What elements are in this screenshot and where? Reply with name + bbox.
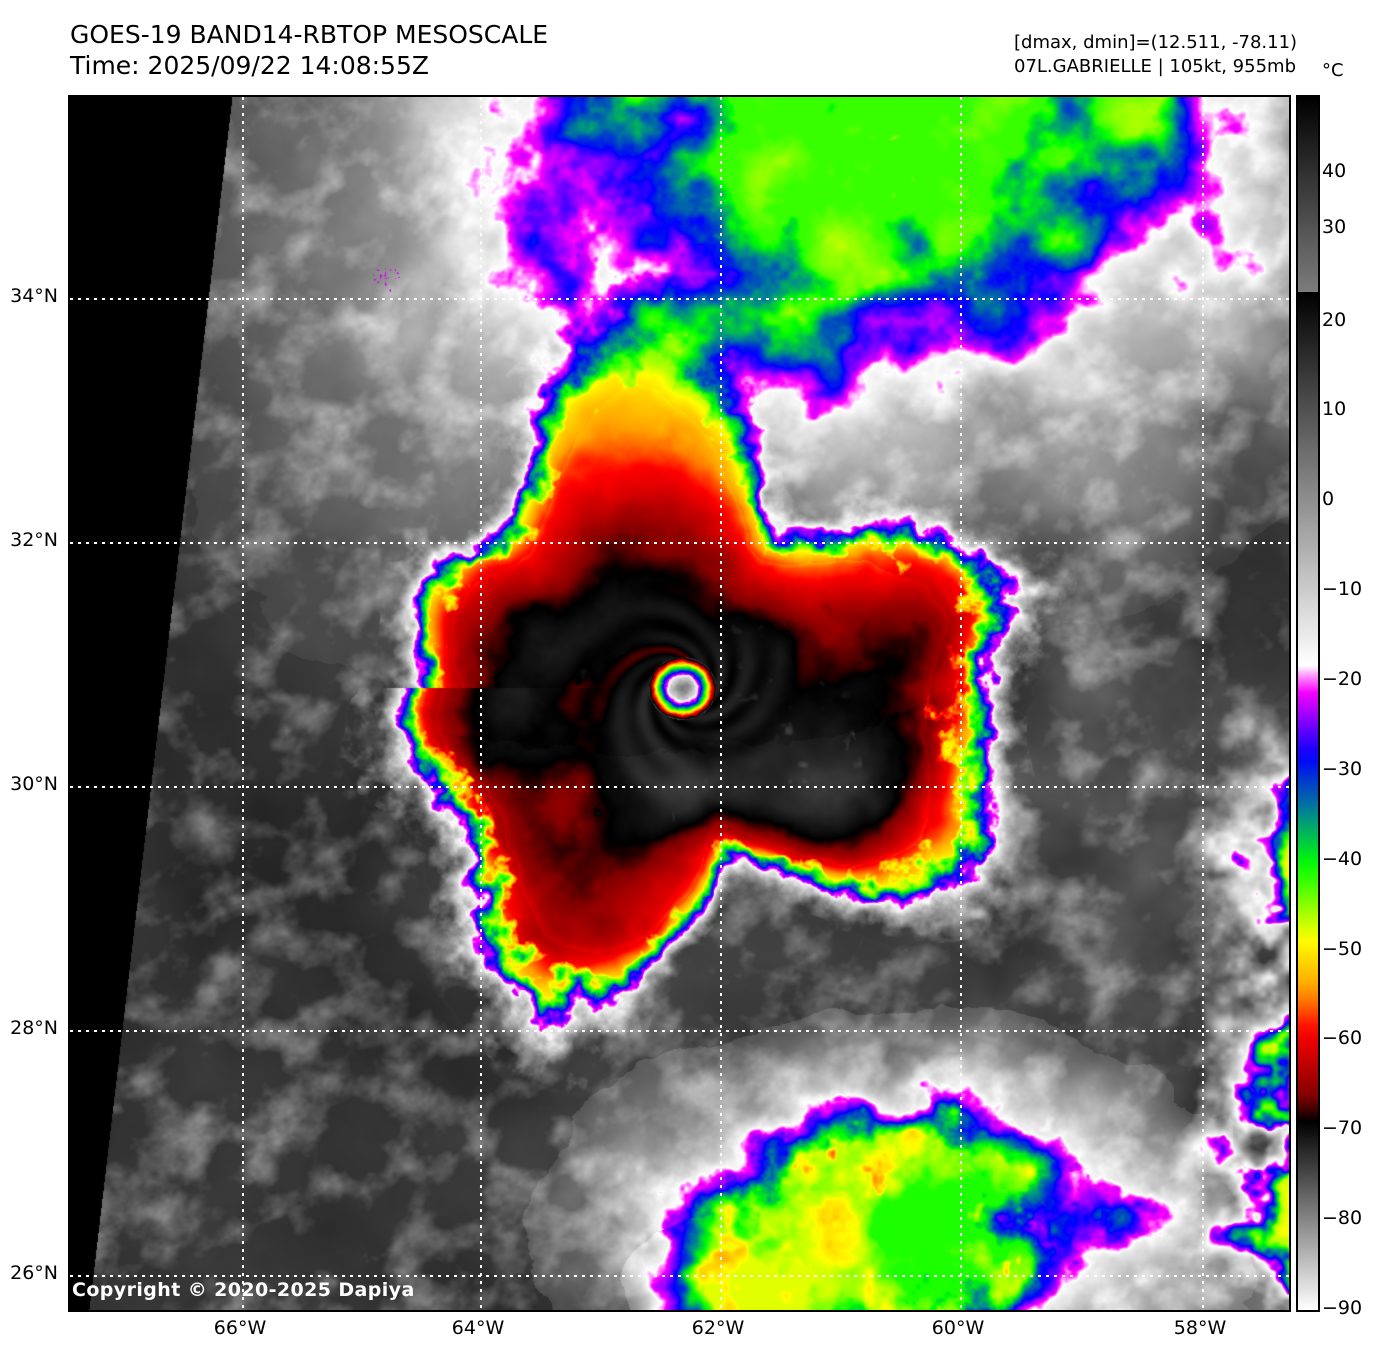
colorbar-tick-1: 30 — [1322, 216, 1347, 239]
timestamp-label: Time: 2025/09/22 14:08:55Z — [70, 51, 429, 80]
colorbar-tick-11: −70 — [1322, 1117, 1363, 1140]
lon-tick-label-4: 58°W — [1173, 1317, 1227, 1339]
colorbar-tick-12: −80 — [1322, 1207, 1363, 1230]
colorbar-tick-5: −10 — [1322, 578, 1363, 601]
colorbar-segment-cold — [1298, 1122, 1318, 1310]
lat-tick-label-2: 30°N — [10, 773, 58, 795]
colorbar-units-label: °C — [1322, 60, 1344, 81]
lon-tick-label-0: 66°W — [213, 1317, 267, 1339]
lat-tick-label-4: 26°N — [10, 1262, 58, 1284]
colorbar-tick-6: −20 — [1322, 668, 1363, 690]
dmax-dmin-label: [dmax, dmin]=(12.511, -78.11) — [1014, 32, 1298, 53]
lon-tick-label-2: 62°W — [691, 1317, 745, 1339]
lat-tick-label-1: 32°N — [10, 529, 58, 551]
colorbar-tick-7: −30 — [1322, 757, 1363, 780]
colorbar-tick-2: 20 — [1322, 308, 1347, 331]
temperature-colorbar — [1296, 95, 1320, 1312]
colorbar-tick-3: 10 — [1322, 398, 1347, 421]
satellite-imagery-canvas — [70, 97, 1289, 1310]
copyright-label: Copyright © 2020-2025 Dapiya — [72, 1279, 415, 1301]
storm-info-label: 07L.GABRIELLE | 105kt, 955mb — [1014, 56, 1296, 77]
plot-inner — [70, 97, 1289, 1310]
lat-tick-label-3: 28°N — [10, 1017, 58, 1039]
lon-tick-label-1: 64°W — [451, 1317, 505, 1339]
colorbar-tick-10: −60 — [1322, 1027, 1363, 1050]
colorbar-tick-13: −90 — [1322, 1297, 1363, 1319]
lat-tick-label-0: 34°N — [10, 285, 58, 307]
colorbar-tick-9: −50 — [1322, 937, 1363, 960]
page-title: GOES-19 BAND14-RBTOP MESOSCALE — [70, 20, 549, 49]
colorbar-tick-4: 0 — [1322, 488, 1335, 511]
satellite-image-plot — [68, 95, 1291, 1312]
colorbar-tick-8: −40 — [1322, 847, 1363, 870]
colorbar-segment-main — [1298, 292, 1318, 1123]
lon-tick-label-3: 60°W — [931, 1317, 985, 1339]
colorbar-segment-warm — [1298, 97, 1318, 293]
colorbar-tick-0: 40 — [1322, 160, 1347, 183]
